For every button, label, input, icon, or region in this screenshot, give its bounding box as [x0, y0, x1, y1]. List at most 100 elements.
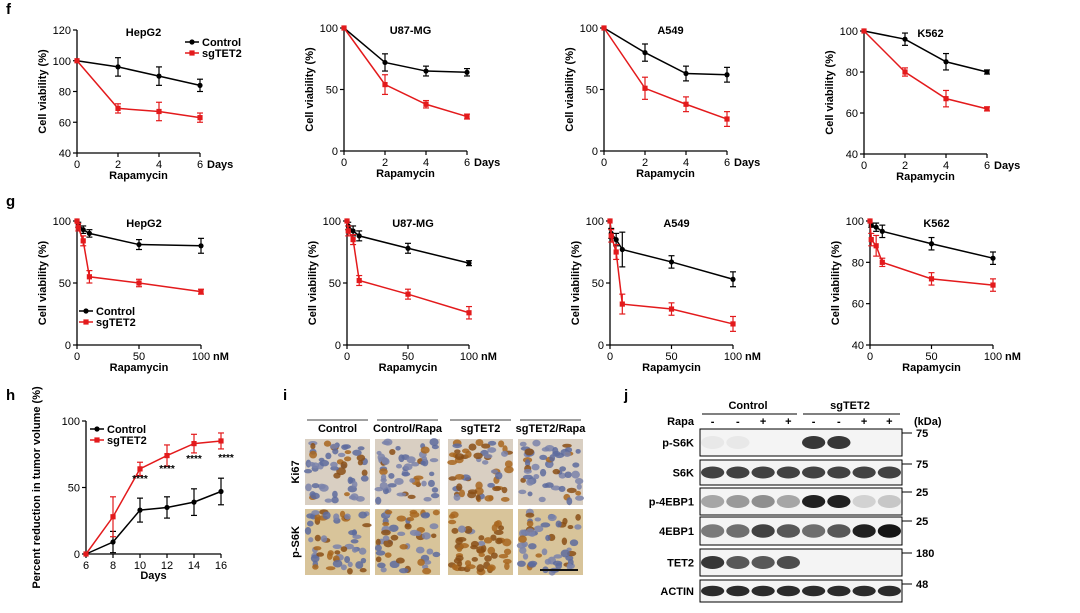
ihc-nucleus [533, 473, 540, 480]
x-tick-label: 14 [188, 560, 200, 572]
ihc-nucleus [344, 492, 350, 497]
ihc-nucleus [541, 447, 550, 452]
legend-marker [189, 50, 195, 56]
ihc-nucleus [357, 446, 365, 451]
ihc-nucleus [325, 566, 336, 571]
data-point [683, 70, 689, 77]
ihc-nucleus [524, 448, 534, 456]
blot-band [827, 585, 851, 597]
data-point [724, 72, 730, 78]
ihc-nucleus [429, 523, 439, 530]
chart-title: K562 [917, 28, 943, 40]
ihc-nucleus [348, 495, 357, 500]
ihc-nucleus [451, 527, 459, 534]
data-point [984, 106, 990, 112]
ihc-nucleus [569, 539, 579, 547]
rapa-sign: - [711, 416, 715, 428]
ihc-nucleus [384, 509, 393, 515]
data-point [423, 68, 429, 74]
ihc-nucleus [491, 524, 498, 532]
ihc-nucleus [423, 560, 432, 565]
chart-f-hepg2: 40 60 80 100 120 0 2 4 6 Days Rapamycin Cell viabil… [37, 25, 242, 182]
data-point [730, 276, 736, 282]
ihc-nucleus [471, 557, 479, 562]
ihc-nucleus [359, 568, 367, 573]
x-axis-label: Rapamycin [376, 168, 435, 180]
y-tick-label: 50 [59, 278, 71, 290]
ihc-nucleus [319, 459, 330, 467]
ihc-column-label: Control/Rapa [373, 423, 443, 435]
series-line [343, 27, 468, 118]
ihc-nucleus [453, 557, 462, 564]
ihc-nucleus [534, 517, 542, 522]
ihc-nucleus [561, 537, 568, 546]
data-point [218, 438, 224, 444]
ihc-nucleus [322, 511, 331, 520]
ihc-nucleus [431, 487, 439, 493]
blot-band [852, 585, 876, 597]
ihc-nucleus [327, 550, 334, 556]
series-line [85, 440, 222, 555]
ihc-nucleus [374, 544, 382, 552]
ihc-nucleus [522, 474, 533, 480]
ihc-nucleus [572, 462, 580, 468]
data-point [642, 85, 648, 91]
x-axis-label: Days [140, 570, 166, 582]
data-point [115, 105, 121, 112]
blot-band [751, 495, 775, 508]
ihc-nucleus [429, 471, 435, 477]
ihc-nucleus [553, 554, 563, 559]
ihc-nucleus [406, 456, 416, 464]
x-tick-label: 50 [925, 351, 937, 363]
legend-label: Control [96, 306, 135, 318]
data-point [984, 69, 990, 75]
y-tick-label: 120 [53, 25, 71, 37]
ihc-nucleus [559, 466, 567, 472]
x-axis-label: Rapamycin [379, 362, 438, 374]
ihc-image [448, 509, 513, 576]
ihc-nucleus [310, 442, 316, 450]
data-point [137, 466, 143, 472]
blot-row-label: 4EBP1 [659, 526, 694, 538]
x-unit-label: Days [994, 160, 1020, 172]
data-point [350, 228, 356, 234]
ihc-nucleus [517, 560, 526, 567]
ihc-nucleus [304, 527, 312, 535]
ihc-nucleus [331, 496, 339, 504]
series-control [867, 218, 996, 265]
data-point [74, 58, 80, 64]
blot-band [726, 436, 750, 449]
x-axis-label: Rapamycin [896, 171, 955, 183]
data-point [668, 306, 675, 312]
ihc-nucleus [406, 517, 415, 522]
x-tick-label: 0 [74, 159, 80, 171]
ihc-nucleus [490, 469, 499, 474]
x-tick-label: 100 [724, 351, 742, 363]
ihc-nucleus [429, 458, 439, 463]
blot-band [852, 495, 876, 508]
ihc-nucleus [337, 452, 346, 458]
data-point [902, 69, 908, 75]
ihc-nucleus [490, 552, 498, 559]
chart-f-k562: 40 60 80 100 0 2 4 6 Days Rapamycin Cell viability… [824, 26, 1020, 183]
ihc-nucleus [531, 463, 540, 471]
ihc-nucleus [477, 541, 486, 547]
legend-label: sgTET2 [96, 317, 136, 329]
data-point [466, 260, 472, 266]
ihc-nucleus [376, 450, 382, 456]
ihc-nucleus [306, 520, 314, 527]
ihc-nucleus [382, 535, 390, 541]
ihc-nucleus [467, 489, 478, 495]
ihc-nucleus [481, 443, 491, 449]
marker-label: 75 [916, 459, 928, 471]
ihc-nucleus [397, 531, 406, 537]
y-tick-label: 0 [332, 146, 338, 158]
blot-band [827, 495, 851, 508]
significance-label: **** [186, 454, 202, 465]
y-tick-label: 60 [852, 299, 864, 311]
data-point [110, 539, 116, 545]
ihc-nucleus [396, 492, 407, 497]
ihc-nucleus [387, 483, 397, 488]
data-point [943, 96, 949, 102]
